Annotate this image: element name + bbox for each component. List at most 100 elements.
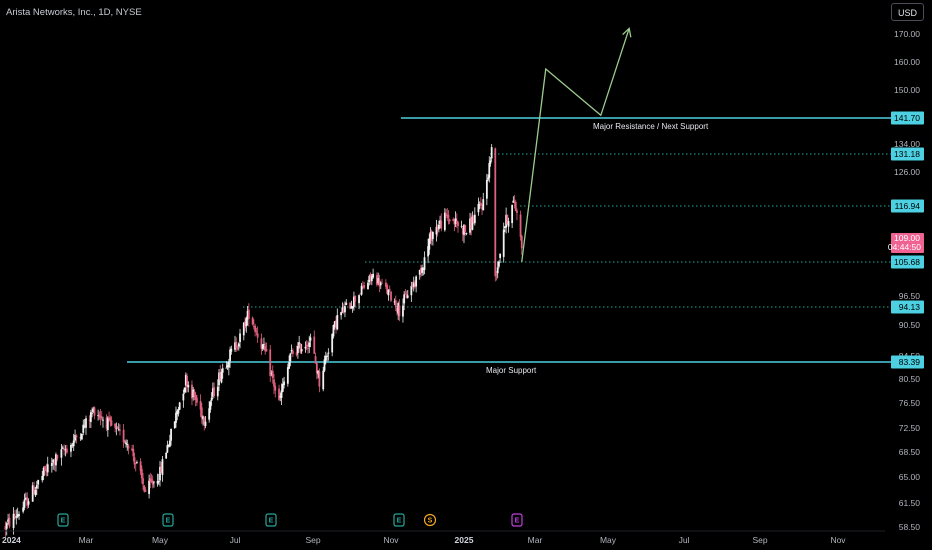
earnings-event-marker[interactable]: E — [162, 513, 174, 527]
level-price-tag: 141.70 — [891, 111, 924, 125]
candle — [213, 382, 215, 398]
y-tick-label: 65.00 — [899, 472, 921, 482]
candle — [72, 433, 75, 452]
candle — [230, 345, 233, 355]
candle — [261, 344, 264, 352]
candle — [260, 333, 263, 355]
candle — [204, 415, 207, 429]
candle — [280, 383, 283, 405]
candle — [15, 509, 18, 525]
candle — [75, 434, 78, 444]
candle — [340, 311, 343, 320]
candle — [497, 260, 500, 269]
candle — [324, 351, 327, 365]
candle — [92, 406, 95, 414]
candle — [361, 281, 364, 290]
candle — [414, 280, 416, 289]
candle — [314, 352, 317, 364]
candle — [142, 472, 144, 490]
candle — [305, 340, 308, 351]
candle — [351, 305, 354, 313]
candle — [74, 429, 76, 443]
candle — [219, 364, 222, 382]
candle — [209, 400, 212, 413]
candle — [46, 456, 49, 477]
candle — [65, 444, 68, 455]
candle — [412, 276, 415, 292]
candle — [317, 370, 320, 379]
candle — [396, 306, 398, 316]
candle — [245, 316, 248, 333]
candle — [370, 273, 373, 286]
earnings-event-marker[interactable]: E — [57, 513, 69, 527]
x-tick-label: Mar — [79, 535, 94, 545]
candle — [435, 219, 438, 242]
candle — [251, 316, 254, 326]
dividend-event-marker[interactable]: S — [423, 513, 437, 527]
candle — [402, 298, 404, 323]
candle — [359, 293, 362, 295]
earnings-event-marker[interactable]: E — [393, 513, 405, 527]
level-price-label: 83.39 — [899, 357, 921, 367]
candle — [45, 463, 48, 477]
candle — [372, 268, 374, 279]
candle — [387, 289, 390, 301]
candle — [388, 285, 391, 293]
candle — [27, 498, 30, 508]
level-annotation: Major Support — [486, 366, 537, 375]
candle — [487, 174, 489, 182]
y-tick-label: 160.00 — [894, 57, 920, 67]
candle — [341, 302, 344, 314]
candle — [160, 462, 163, 473]
candle — [369, 272, 372, 285]
projection-path[interactable] — [521, 28, 630, 262]
candle — [286, 363, 289, 387]
candle — [178, 401, 181, 411]
candle — [122, 423, 125, 448]
candle — [269, 344, 272, 383]
candle — [242, 321, 245, 341]
candle — [335, 316, 337, 334]
candle — [208, 400, 211, 423]
candle — [165, 451, 168, 460]
candle — [26, 492, 29, 509]
candle — [102, 416, 104, 428]
candle — [326, 353, 328, 362]
candle — [153, 481, 155, 488]
candle — [377, 272, 380, 286]
candle — [516, 208, 518, 221]
candle — [194, 392, 197, 407]
candle — [37, 479, 40, 489]
candle — [309, 333, 312, 348]
candle — [463, 224, 465, 244]
candle — [519, 210, 522, 241]
future-event-marker[interactable]: E — [511, 513, 523, 527]
candle — [349, 302, 351, 310]
candle — [406, 290, 409, 299]
y-tick-label: 76.50 — [899, 398, 921, 408]
candle — [143, 485, 146, 493]
candle — [496, 261, 499, 279]
candle — [477, 197, 480, 216]
candle — [41, 471, 44, 483]
candle — [191, 380, 193, 406]
candle — [140, 465, 143, 484]
candle — [24, 492, 27, 501]
currency-button[interactable]: USD — [891, 3, 924, 21]
candle — [350, 300, 353, 309]
candle — [506, 214, 509, 225]
candle — [345, 299, 348, 306]
candle — [93, 406, 96, 420]
candle — [236, 345, 239, 351]
candle — [368, 274, 371, 286]
candle — [281, 378, 284, 393]
candle — [139, 458, 142, 475]
x-tick-label: Nov — [830, 535, 846, 545]
x-tick-label: 2025 — [455, 535, 474, 545]
candle — [199, 394, 202, 418]
candle — [289, 352, 292, 367]
candle — [71, 442, 74, 448]
candle — [4, 521, 7, 538]
earnings-event-marker[interactable]: E — [265, 513, 277, 527]
